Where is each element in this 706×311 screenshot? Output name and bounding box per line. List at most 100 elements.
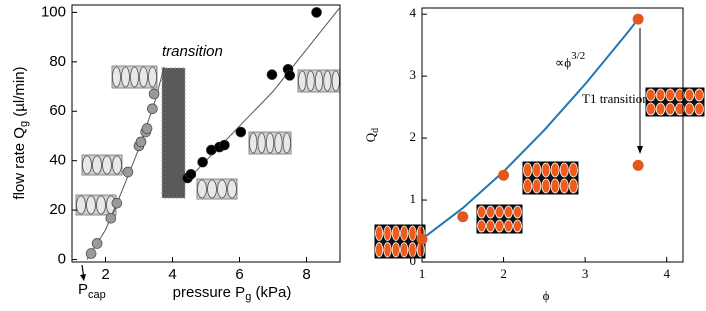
label-text: flow rate Q <box>11 127 28 200</box>
data-point <box>148 88 160 100</box>
inset-cell <box>550 178 560 194</box>
data-point <box>147 103 158 115</box>
plot-frame <box>421 7 684 263</box>
inset-cell <box>400 225 409 241</box>
inset-image <box>81 154 123 176</box>
data-point <box>311 7 322 18</box>
data-point <box>141 123 153 134</box>
inset-cell <box>391 225 400 241</box>
x-tick-label: 1 <box>419 266 426 281</box>
inset-cell <box>694 102 704 116</box>
label-sub: d <box>370 128 381 133</box>
pcap-arrowhead <box>80 274 86 281</box>
inset-cell <box>541 178 551 194</box>
data-point <box>284 70 296 81</box>
inset-cell <box>391 242 400 258</box>
inset-cell <box>675 88 685 102</box>
inset-cell <box>139 66 148 88</box>
inset-cell <box>486 219 495 233</box>
inset-cell <box>112 66 121 88</box>
y-axis-label: flow rate Qg (µl/min) <box>11 66 30 199</box>
label-unit: (kPa) <box>256 284 292 301</box>
data-point <box>632 159 644 171</box>
data-point <box>632 13 644 25</box>
inset-cell <box>383 242 392 258</box>
inset-cell <box>495 219 504 233</box>
data-point <box>122 166 134 178</box>
inset-cell <box>383 225 392 241</box>
inset-cell <box>408 225 417 241</box>
y-tick-label: 0 <box>58 250 66 267</box>
x-tick-label: 2 <box>101 266 109 283</box>
inset-cell <box>217 179 227 199</box>
x-tick-label: 3 <box>582 266 589 281</box>
inset-image <box>522 161 579 195</box>
inset-cell <box>76 195 86 215</box>
data-point <box>85 248 97 259</box>
inset-cell <box>541 162 551 178</box>
inset-image <box>374 224 426 259</box>
inset-cell <box>684 88 695 102</box>
law-sup: 3/2 <box>571 50 585 62</box>
transition-band <box>161 67 186 199</box>
label-text: pressure P <box>173 284 246 301</box>
inset-cell <box>504 219 513 233</box>
inset-cell <box>532 162 542 178</box>
inset-cell <box>207 179 217 199</box>
law-text: ∝ϕ <box>555 55 571 70</box>
inset-cell <box>408 242 417 258</box>
inset-cell <box>675 102 685 116</box>
inset-cell <box>197 179 207 199</box>
x-axis-label: pressure Pg (kPa) <box>173 284 292 303</box>
inset-cell <box>102 155 112 175</box>
inset-cell <box>568 162 578 178</box>
inset-image <box>645 87 705 117</box>
inset-cell <box>523 178 533 194</box>
inset-cell <box>568 178 578 194</box>
inset-cell <box>400 242 409 258</box>
y-tick-label: 2 <box>410 129 417 144</box>
inset-cell <box>282 132 291 154</box>
inset-cell <box>257 132 266 154</box>
data-point <box>105 212 117 224</box>
y-tick-label: 4 <box>410 5 417 20</box>
inset-cell <box>550 162 560 178</box>
x-tick-label: 8 <box>302 266 310 283</box>
inset-cell <box>694 88 704 102</box>
inset-cell <box>306 70 315 92</box>
inset-cell <box>477 205 486 219</box>
data-point <box>185 168 197 180</box>
inset-cell <box>559 162 569 178</box>
data-point <box>416 233 428 245</box>
data-point <box>197 156 208 168</box>
x-tick-label: 4 <box>168 266 176 283</box>
data-point <box>235 126 247 138</box>
inset-cell <box>655 102 666 116</box>
fit-line <box>421 18 639 240</box>
inset-cell <box>148 66 157 88</box>
data-point <box>135 136 147 148</box>
inset-cell <box>112 155 122 175</box>
inset-cell <box>249 132 258 154</box>
label-unit: (µl/min) <box>11 66 28 116</box>
plot-frame <box>71 4 341 263</box>
inset-cell <box>486 205 495 219</box>
y-tick-label: 100 <box>41 3 66 20</box>
label-sub: g <box>18 121 30 127</box>
label-text: Q <box>363 132 378 142</box>
inset-cell <box>314 70 324 92</box>
t1-label: T1 transition <box>582 91 649 106</box>
inset-cell <box>523 162 533 178</box>
y-tick-label: 3 <box>410 67 417 82</box>
y-tick-label: 40 <box>49 152 66 169</box>
x-tick-label: 6 <box>235 266 243 283</box>
y-tick-label: 60 <box>49 102 66 119</box>
inset-cell <box>227 179 237 199</box>
y-tick-label: 20 <box>49 201 66 218</box>
data-point <box>266 69 278 80</box>
inset-cell <box>265 132 275 154</box>
inset-cell <box>504 205 513 219</box>
inset-cell <box>646 88 656 102</box>
data-point <box>219 139 230 151</box>
